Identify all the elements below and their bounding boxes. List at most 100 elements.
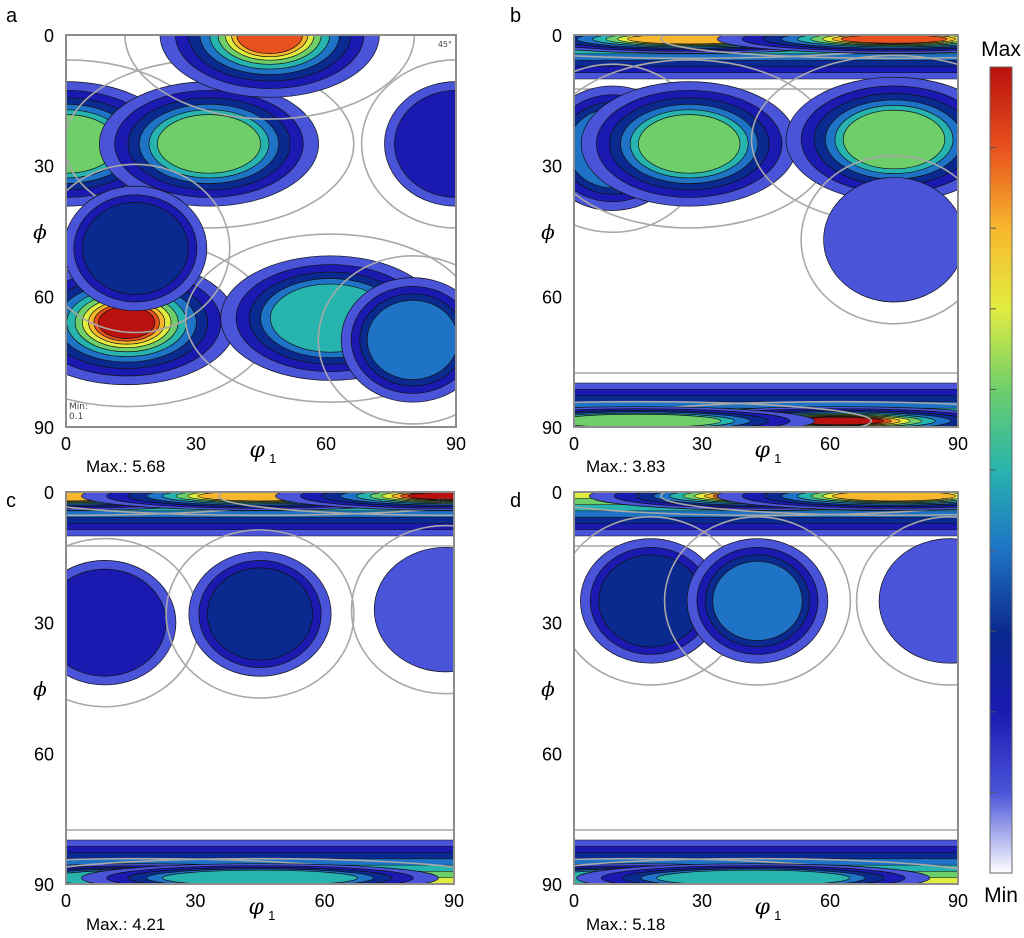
y-axis-label: ϕ (541, 220, 555, 244)
x-tick-label: 30 (692, 434, 712, 454)
x-tick-label: 60 (315, 891, 335, 911)
x-tick-label: 90 (948, 891, 968, 911)
contour-line (574, 506, 958, 517)
contour-level (207, 567, 313, 661)
colorbar-ticks (990, 147, 996, 793)
y-tick-label: 0 (552, 483, 562, 503)
contour-line (574, 400, 872, 427)
contour-line (350, 524, 454, 695)
corner-angle-text: 45° (436, 497, 450, 506)
y-tick-label: 0 (44, 483, 54, 503)
panel-d: 0 30 60 90 0 30 60 90 φ 1 ϕ d Max.: 5.18 45° (510, 483, 968, 934)
max-value-label: Max.: 5.18 (586, 915, 665, 934)
y-tick-label: 60 (34, 287, 54, 307)
panel-label: b (510, 5, 521, 27)
plot-area (66, 35, 456, 427)
contour-level (157, 114, 261, 174)
contour-line (165, 529, 355, 699)
plot-background (66, 492, 454, 884)
corner-angle-text: 45° (940, 497, 954, 506)
contour-line (855, 516, 958, 686)
x-tick-label: 90 (948, 434, 968, 454)
colorbar-max-label: Max (981, 38, 1021, 61)
y-tick-label: 60 (34, 744, 54, 764)
x-axis-label: φ (754, 438, 770, 463)
y-tick-label: 30 (542, 157, 562, 177)
plot-area (66, 492, 454, 884)
contour-line (66, 857, 454, 868)
y-tick-label: 30 (34, 157, 54, 177)
contour-level (394, 89, 456, 198)
contour-line (663, 516, 852, 686)
y-tick-label: 60 (542, 287, 562, 307)
y-tick-label: 30 (542, 614, 562, 634)
x-axis-label: φ (249, 438, 265, 463)
max-value-label: Max.: 5.68 (86, 457, 165, 476)
max-value-label: Max.: 3.83 (586, 457, 665, 476)
contour-level (823, 177, 958, 303)
contour-level (842, 109, 946, 170)
contour-line (217, 492, 454, 517)
x-tick-label: 90 (444, 891, 464, 911)
contour-level (832, 492, 956, 502)
plot-frame (65, 34, 457, 428)
panel-c: 0 30 60 90 0 30 60 90 φ 1 ϕ c Max.: 4.21 45° (6, 483, 464, 934)
x-axis-label-sub: 1 (269, 451, 276, 466)
max-value-label: Max.: 4.21 (86, 915, 165, 934)
x-tick-label: 60 (820, 891, 840, 911)
x-tick-label: 30 (186, 434, 206, 454)
contour-level (82, 202, 189, 295)
y-tick-label: 90 (542, 875, 562, 895)
x-tick-label: 60 (316, 434, 336, 454)
y-axis-label: ϕ (33, 677, 47, 701)
contour-level (574, 413, 722, 427)
contour-level (656, 869, 851, 884)
plot-frame (573, 491, 959, 885)
contour-line (574, 857, 958, 870)
x-axis-label: φ (754, 895, 770, 920)
y-tick-label: 90 (34, 875, 54, 895)
plot-frame (573, 34, 959, 428)
y-tick-label: 90 (34, 418, 54, 438)
x-tick-label: 30 (692, 891, 712, 911)
contour-level (162, 869, 358, 884)
plot-area (574, 492, 958, 884)
panel-a: 0 30 60 90 0 30 60 90 φ 1 ϕ a Max.: 5.68 45° Min:0.1 (6, 5, 466, 476)
x-tick-label: 0 (569, 434, 579, 454)
colorbar-min-label: Min (984, 884, 1018, 907)
contour-level (373, 546, 454, 673)
contour-line (800, 154, 958, 325)
x-axis-label-sub: 1 (268, 908, 275, 923)
y-tick-label: 0 (44, 26, 54, 46)
x-tick-label: 0 (61, 891, 71, 911)
plot-frame (65, 491, 455, 885)
x-tick-label: 60 (820, 434, 840, 454)
min-text-label: Min: (69, 402, 88, 412)
panel-b: 0 30 60 90 0 30 60 90 φ 1 ϕ b Max.: 3.83 45° (510, 5, 968, 476)
plot-area (574, 35, 958, 427)
x-axis-label-sub: 1 (774, 908, 781, 923)
contour-level (878, 538, 958, 664)
y-axis-label: ϕ (33, 220, 47, 244)
contour-level (712, 560, 803, 641)
contour-level (366, 299, 456, 380)
y-tick-label: 60 (542, 744, 562, 764)
x-tick-label: 0 (61, 434, 71, 454)
x-tick-label: 30 (185, 891, 205, 911)
x-axis-label-sub: 1 (774, 451, 781, 466)
y-tick-label: 90 (542, 418, 562, 438)
contour-line (184, 233, 456, 403)
contour-line (66, 506, 454, 517)
contour-line (317, 255, 456, 425)
min-value-label: 0.1 (69, 412, 83, 422)
x-tick-label: 90 (446, 434, 466, 454)
panel-label: a (6, 5, 18, 27)
colorbar: Max Min (981, 38, 1021, 907)
contour-level (840, 35, 948, 44)
y-tick-label: 0 (552, 26, 562, 46)
contour-level (98, 306, 156, 339)
contour-level (638, 114, 741, 174)
contour-level (236, 35, 303, 54)
contour-line (660, 492, 958, 517)
